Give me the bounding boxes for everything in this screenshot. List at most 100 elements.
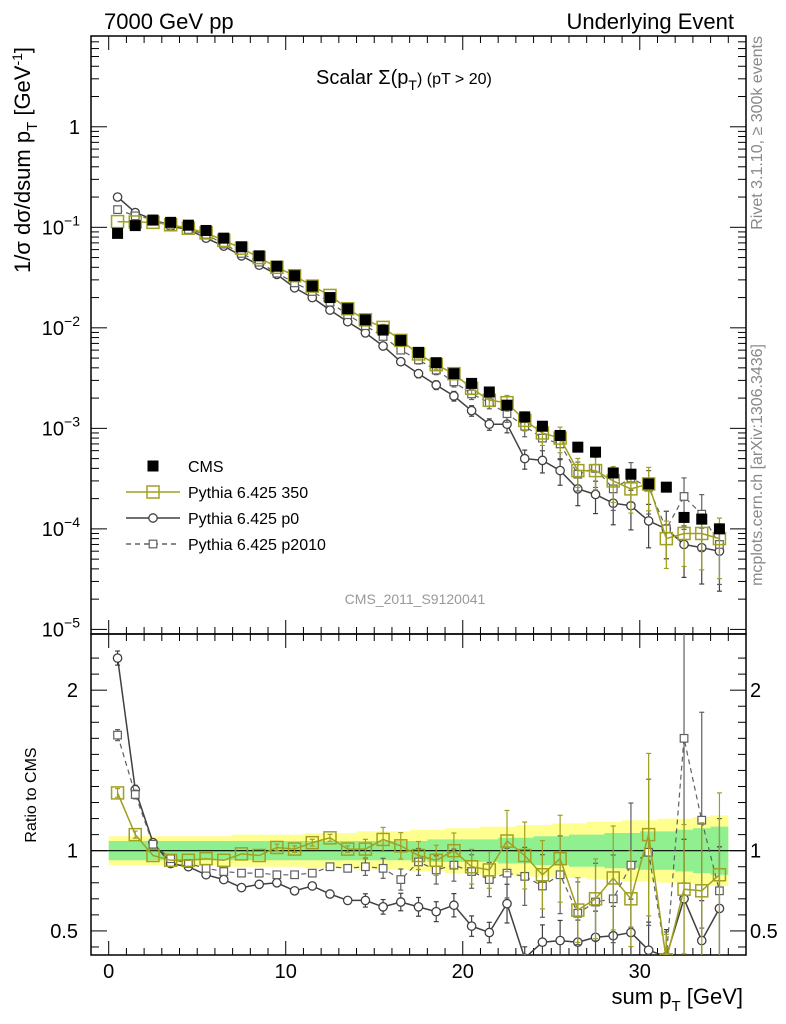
ylabel-top-unit: [GeV <box>10 65 35 122</box>
ratio-point-py350 <box>712 868 727 882</box>
ratio-point-py350 <box>694 884 709 898</box>
ratio-panel: 0 10 20 30 0.5 0.5 1 1 2 2 <box>50 633 778 983</box>
plot-title: Scalar Σ(pT) (pT > 20) <box>316 67 492 93</box>
xlabel-main: sum p <box>612 984 672 1009</box>
ratio-point-py350 <box>128 827 143 842</box>
data-point-cms <box>607 467 619 479</box>
ratio-point-py350 <box>110 786 125 800</box>
ratio-point-py350 <box>358 842 373 856</box>
plot-title-tail: ) (pT > 20) <box>417 71 492 88</box>
ratio-point-p0 <box>342 895 353 906</box>
data-point-py350 <box>110 214 125 229</box>
ratio-point-py350 <box>571 903 585 917</box>
data-point-cms <box>200 224 212 236</box>
ratio-point-py350 <box>482 863 497 877</box>
y-tick-label-left: 0.5 <box>50 921 78 943</box>
ratio-point-py350 <box>606 871 620 885</box>
data-point-py350 <box>394 333 408 348</box>
ratio-series-py350 <box>110 752 727 955</box>
legend-marker <box>146 485 160 499</box>
ratio-point-p2010 <box>325 862 335 872</box>
data-point-p0 <box>378 341 388 351</box>
ratio-point-p2010 <box>378 863 388 873</box>
ratio-point-py350 <box>500 834 514 848</box>
ratio-point-p0 <box>289 885 300 896</box>
data-point-py350 <box>641 477 656 491</box>
header-left: 7000 GeV pp <box>104 9 234 34</box>
data-point-p0 <box>537 455 548 466</box>
y-tick-label: 10−1 <box>42 212 80 239</box>
data-point-cms <box>713 523 725 535</box>
y-tick-label-left: 2 <box>67 680 78 702</box>
ratio-point-p2010 <box>254 868 264 878</box>
legend-label: Pythia 6.425 p0 <box>188 511 299 528</box>
data-point-py350 <box>659 531 674 546</box>
legend-item: Pythia 6.425 p2010 <box>126 537 326 554</box>
ratio-point-p0 <box>272 877 282 888</box>
data-point-p2010 <box>679 492 689 501</box>
ratio-point-py350 <box>624 892 638 906</box>
ratio-point-py350 <box>553 851 567 866</box>
xlabel-unit: [GeV] <box>681 984 743 1009</box>
data-point-p0 <box>112 192 123 202</box>
ratio-point-p0 <box>413 901 424 912</box>
data-point-cms <box>112 227 124 239</box>
data-point-cms <box>519 411 531 423</box>
data-point-p0 <box>643 516 654 526</box>
watermark: CMS_2011_S9120041 <box>345 591 486 607</box>
ratio-point-p0 <box>307 881 318 891</box>
ratio-point-p0 <box>502 898 512 909</box>
ratio-point-p2010 <box>360 862 370 872</box>
ratio-point-p0 <box>360 895 371 906</box>
data-point-p0 <box>395 356 406 367</box>
data-point-cms <box>483 386 495 398</box>
data-point-cms <box>147 214 159 226</box>
legend: CMS Pythia 6.425 350 Pythia 6.425 p0 Pythia… <box>126 459 326 554</box>
ratio-point-p0 <box>643 945 654 955</box>
rivet-label: Rivet 3.1.10, ≥ 300k events <box>749 36 766 230</box>
data-point-cms <box>129 220 141 232</box>
data-point-cms <box>253 250 265 262</box>
data-point-p0 <box>431 380 442 390</box>
ratio-point-p0 <box>555 935 565 946</box>
ratio-point-p0 <box>112 653 123 663</box>
y-tick-label-right: 2 <box>750 680 761 702</box>
data-point-cms <box>501 399 513 411</box>
ratio-point-py350 <box>447 843 461 858</box>
x-tick-label: 20 <box>452 961 474 983</box>
data-point-py350 <box>305 279 320 293</box>
legend-marker <box>148 539 158 549</box>
data-point-py350 <box>358 313 373 327</box>
data-point-p0 <box>590 489 601 500</box>
data-point-p0 <box>466 405 477 416</box>
data-point-py350 <box>624 482 638 496</box>
y-tick-label-right: 0.5 <box>750 921 778 943</box>
data-point-cms <box>430 357 442 369</box>
data-point-cms <box>289 270 301 282</box>
data-point-py350 <box>677 526 691 541</box>
ratio-point-p2010 <box>290 870 299 880</box>
ratio-point-py350 <box>517 848 532 863</box>
y-axis-label-top: 1/σ dσ/dsum pT [GeV-1] <box>9 47 41 273</box>
ratio-point-py350 <box>305 835 320 850</box>
data-point-cms <box>696 513 708 525</box>
data-point-cms <box>342 303 354 315</box>
y-tick-label-left: 1 <box>67 841 78 863</box>
ratio-point-p0 <box>521 953 529 955</box>
ylabel-top-main: 1/σ dσ/dsum p <box>10 131 35 273</box>
data-point-cms <box>182 219 194 231</box>
data-point-py350 <box>447 366 461 381</box>
top-panel: 10−5 10−4 10−3 10−2 10−1 1 <box>42 35 747 641</box>
ratio-point-py350 <box>287 842 302 856</box>
x-tick-label: 30 <box>629 961 651 983</box>
ratio-point-p2010 <box>307 868 317 878</box>
y-axis-label-bottom: Ratio to CMS <box>23 747 40 842</box>
plot-title-sub: T <box>408 77 417 93</box>
ratio-point-py350 <box>677 882 691 896</box>
ratio-point-py350 <box>181 853 196 868</box>
data-point-cms <box>678 511 690 523</box>
ratio-point-py350 <box>234 847 249 861</box>
ratio-point-py350 <box>340 842 355 856</box>
legend-marker <box>148 513 158 523</box>
ratio-point-p2010 <box>679 733 689 743</box>
